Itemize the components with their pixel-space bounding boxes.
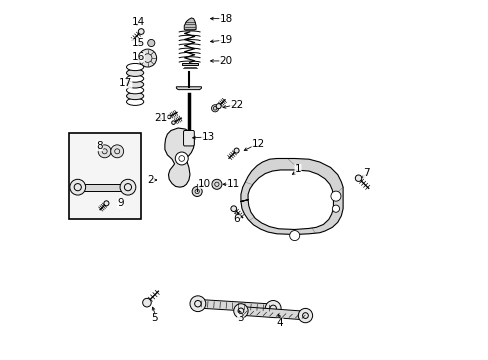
Circle shape: [355, 175, 361, 181]
Ellipse shape: [126, 93, 143, 100]
Circle shape: [98, 145, 111, 158]
Ellipse shape: [126, 69, 143, 76]
Ellipse shape: [126, 87, 143, 94]
Circle shape: [216, 104, 221, 109]
Text: 2: 2: [147, 175, 154, 185]
Text: 3: 3: [237, 313, 244, 323]
Text: 13: 13: [201, 132, 214, 142]
Text: 6: 6: [233, 215, 240, 224]
Text: 11: 11: [226, 179, 239, 189]
Text: 5: 5: [151, 313, 158, 323]
Text: 4: 4: [276, 319, 283, 328]
Circle shape: [230, 206, 236, 212]
Ellipse shape: [126, 98, 143, 105]
Polygon shape: [78, 184, 128, 191]
Text: 9: 9: [117, 198, 123, 208]
Circle shape: [104, 201, 109, 206]
Circle shape: [139, 49, 156, 67]
Text: 16: 16: [131, 52, 144, 62]
Text: 14: 14: [131, 17, 144, 27]
Circle shape: [70, 179, 85, 195]
Text: 21: 21: [154, 113, 167, 123]
Circle shape: [332, 205, 339, 212]
Text: 17: 17: [119, 78, 132, 88]
Polygon shape: [164, 128, 194, 187]
Ellipse shape: [126, 63, 143, 71]
Circle shape: [138, 29, 144, 35]
FancyBboxPatch shape: [69, 134, 140, 220]
Circle shape: [147, 40, 155, 46]
Circle shape: [234, 148, 239, 153]
Text: 1: 1: [294, 164, 301, 174]
Circle shape: [171, 121, 175, 125]
Circle shape: [211, 105, 218, 112]
Polygon shape: [183, 131, 194, 146]
Text: 15: 15: [131, 38, 144, 48]
Ellipse shape: [126, 75, 143, 82]
Circle shape: [110, 145, 123, 158]
Circle shape: [289, 230, 299, 240]
Text: 8: 8: [96, 141, 103, 151]
Circle shape: [167, 115, 171, 119]
Circle shape: [175, 152, 188, 165]
Text: 22: 22: [230, 100, 243, 110]
Polygon shape: [182, 63, 198, 65]
Text: 18: 18: [219, 14, 232, 24]
Circle shape: [330, 191, 340, 201]
Circle shape: [298, 309, 312, 323]
Polygon shape: [241, 158, 343, 234]
Text: 10: 10: [198, 179, 211, 189]
Text: 12: 12: [251, 139, 264, 149]
Polygon shape: [184, 18, 196, 30]
Text: 19: 19: [219, 35, 232, 45]
Polygon shape: [176, 87, 201, 90]
Circle shape: [211, 179, 222, 189]
Circle shape: [120, 179, 136, 195]
Circle shape: [142, 298, 151, 307]
Text: 7: 7: [362, 168, 369, 178]
Circle shape: [233, 304, 247, 318]
Circle shape: [192, 186, 202, 197]
Circle shape: [190, 296, 205, 312]
Polygon shape: [197, 300, 273, 313]
Text: 20: 20: [219, 56, 232, 66]
Circle shape: [265, 301, 281, 316]
Ellipse shape: [126, 81, 143, 88]
Polygon shape: [240, 307, 305, 320]
